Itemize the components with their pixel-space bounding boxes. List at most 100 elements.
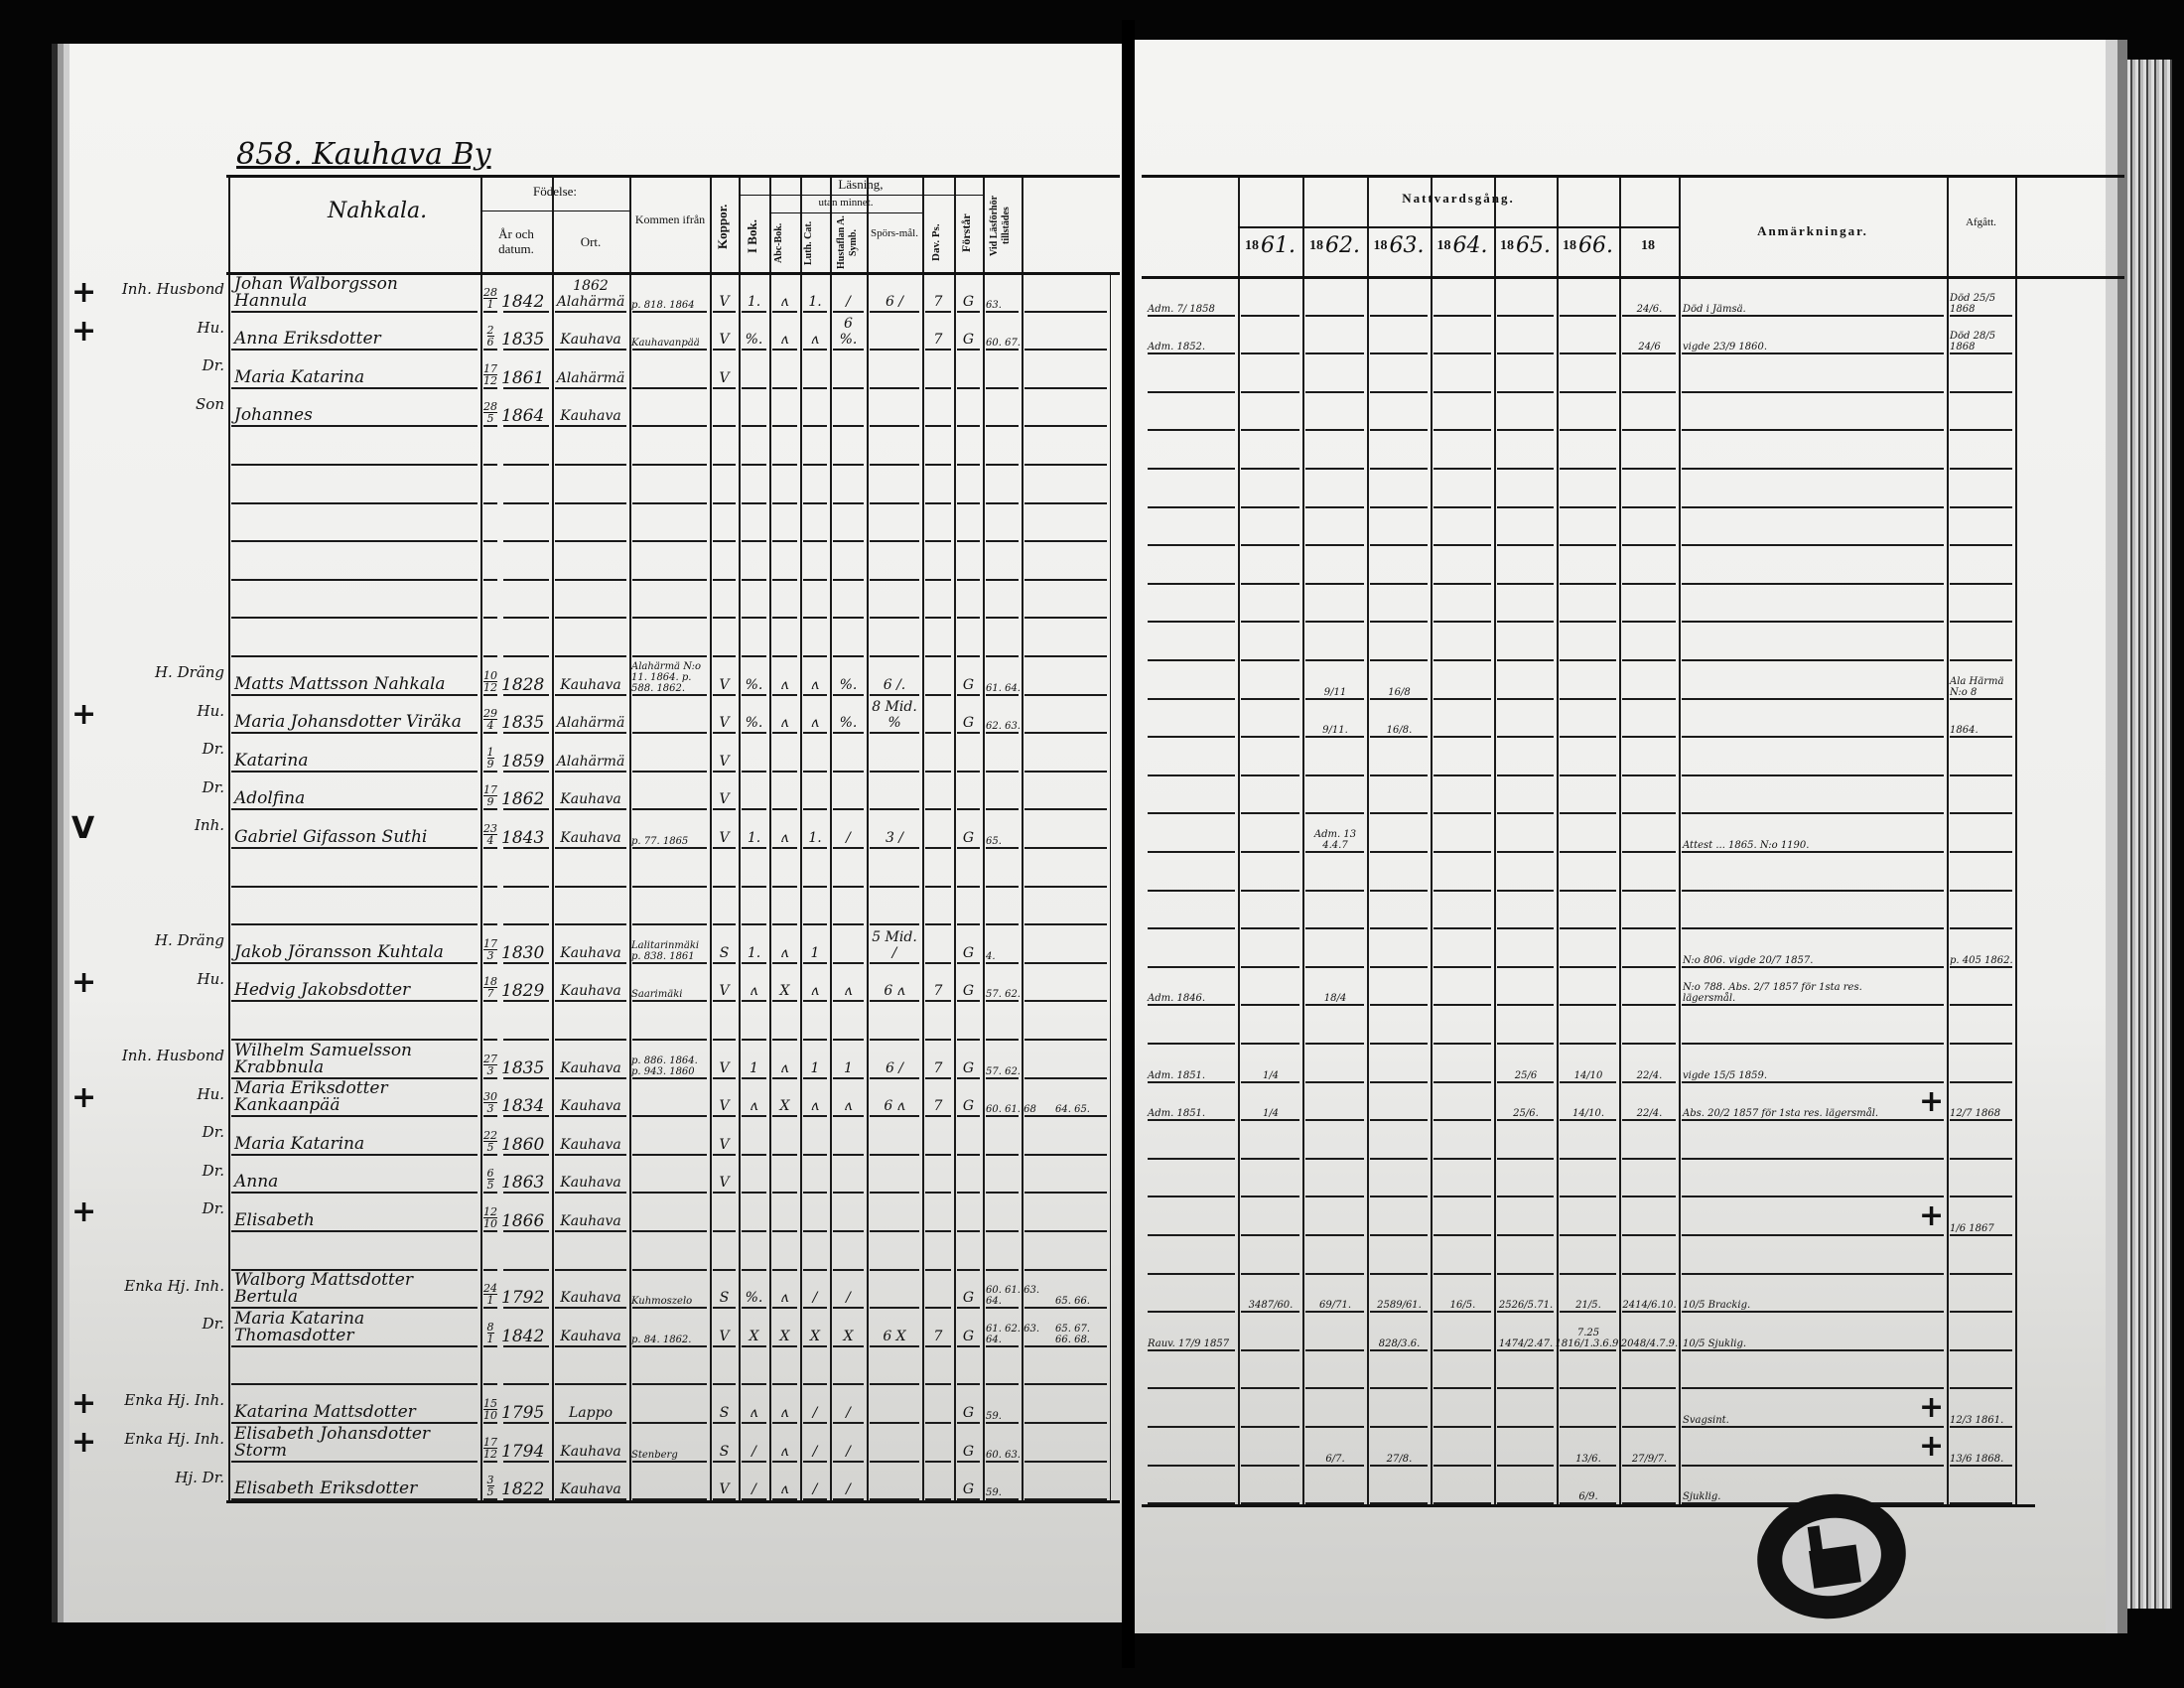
birth-month: 7: [486, 987, 494, 1001]
communion-date-1862: [1304, 1467, 1366, 1505]
row-rule: [231, 1385, 478, 1424]
row-rule: [742, 313, 766, 352]
row-rule: [1024, 1385, 1107, 1424]
row-rule: [1305, 508, 1364, 547]
row-rule: [742, 773, 766, 811]
row-rule: [1148, 1428, 1235, 1467]
row-rule: [742, 274, 766, 313]
row-rule: [986, 504, 1019, 543]
row-rule: [632, 1463, 707, 1501]
abc-cell: X: [779, 1328, 790, 1344]
row-rule: [925, 427, 951, 466]
row-rule: [1370, 968, 1428, 1007]
row-rule: [1370, 278, 1428, 317]
koppor-cell: V: [719, 369, 730, 386]
row-rule: [231, 1463, 478, 1501]
row-rule: [1370, 929, 1428, 968]
row-rule: [833, 964, 864, 1003]
ort-cell: Kauhava: [560, 1136, 621, 1153]
row-rule: [833, 1271, 864, 1310]
row-rule: [1305, 1351, 1364, 1390]
row-rule: [713, 925, 736, 964]
birth-day-month: 28 5: [480, 389, 500, 428]
communion-date-1864: [1433, 1045, 1493, 1083]
row-rule: [803, 427, 827, 466]
row-rule: [483, 1347, 497, 1386]
luth-cell: [801, 389, 829, 428]
year-suffix: 61.: [1261, 233, 1296, 258]
row-rule: [986, 964, 1019, 1003]
row-rule: [833, 427, 864, 466]
row-rule: [742, 619, 766, 657]
column-divider: [954, 177, 956, 1501]
birth-day: 29: [483, 707, 497, 721]
row-rule: [833, 1232, 864, 1271]
row-rule: [742, 581, 766, 620]
row-rule: [1305, 1083, 1364, 1122]
communion-date-1863: 2589/61.: [1377, 1300, 1422, 1312]
row-rule: [803, 1117, 827, 1156]
spors-cell: [868, 1117, 921, 1156]
row-rule: [803, 657, 827, 696]
vid-cell: 61. 62. 63. 64.: [986, 1323, 1040, 1345]
household-role: Dr.: [202, 777, 224, 796]
row-rule: [1497, 1121, 1554, 1160]
row-rule: [870, 1463, 919, 1501]
koppor-cell: V: [719, 791, 730, 808]
year-suffix: 66.: [1578, 233, 1613, 258]
i-bok-cell: ʌ: [750, 1098, 758, 1115]
row-rule: [713, 274, 736, 313]
departure-cell: 1/6 1867: [1950, 1222, 1994, 1234]
communion-date-1864: [1433, 1197, 1493, 1236]
row-rule: [772, 888, 797, 926]
birth-month: 3: [486, 1102, 494, 1116]
row-rule: [925, 1232, 951, 1271]
row-rule: [957, 657, 980, 696]
row-rule: [986, 389, 1019, 428]
communion-date-1861: 3487/60.: [1248, 1300, 1294, 1312]
row-rule: [503, 466, 549, 504]
row-rule: [870, 1347, 919, 1386]
row-rule: [1241, 1083, 1299, 1122]
row-rule: [803, 313, 827, 352]
birth-date-fraction: 28 1: [483, 287, 497, 310]
forstar-cell: [955, 1117, 982, 1156]
row-rule: [1497, 1351, 1554, 1390]
column-divider: [228, 177, 230, 1501]
row-rule: [1148, 1351, 1235, 1390]
row-rule: [1305, 1045, 1364, 1083]
row-rule: [742, 734, 766, 773]
birth-date-fraction: 24 1: [483, 1283, 497, 1306]
row-rule: [1024, 1002, 1107, 1041]
page-edges: [2127, 60, 2172, 1609]
row-rule: [1305, 623, 1364, 661]
row-rule: [870, 1271, 919, 1310]
death-cross-mark: +: [1919, 1198, 1945, 1234]
ort-cell: Kauhava: [560, 1328, 621, 1344]
row-rule: [1950, 1236, 2012, 1275]
birth-date-fraction: 17 9: [483, 784, 497, 807]
birth-month: 10: [483, 1408, 497, 1422]
row-rule: [1370, 354, 1428, 393]
row-rule: [1622, 1236, 1676, 1275]
row-rule: [503, 1309, 549, 1347]
row-rule: [1622, 585, 1676, 624]
row-rule: [483, 504, 497, 543]
row-rule: [1950, 853, 2012, 892]
row-rule: [1241, 776, 1299, 815]
row-rule: [1497, 1083, 1554, 1122]
row-rule: [772, 1347, 797, 1386]
row-rule: [803, 1347, 827, 1386]
year-cell: 1830: [501, 942, 545, 963]
row-rule: [1950, 431, 2012, 470]
row-rule: [803, 274, 827, 313]
remark-cell: [1682, 700, 1914, 739]
birth-day-month: 29 4: [480, 696, 500, 735]
row-rule: [803, 1041, 827, 1079]
abc-cell: ʌ: [780, 293, 789, 310]
row-rule: [1305, 776, 1364, 815]
husfl-cell: /: [846, 1481, 851, 1498]
row-rule: [870, 925, 919, 964]
row-rule: [1950, 470, 2012, 508]
